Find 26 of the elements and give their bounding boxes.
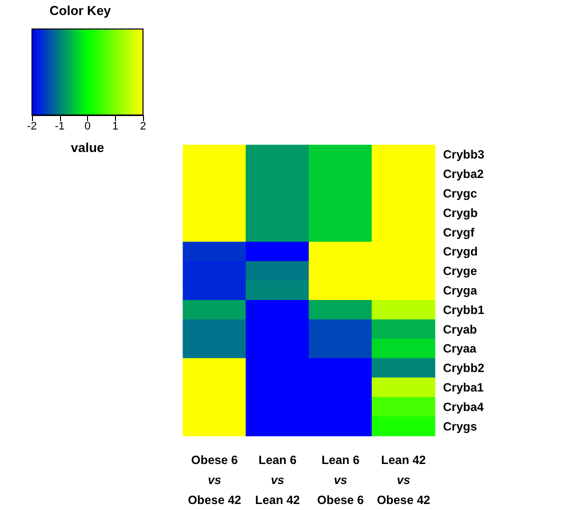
x-tick-label: Lean 42 vs Obese 42 <box>376 453 431 507</box>
color-bar-label: 0 <box>84 120 91 132</box>
y-tick-label: Cryba2 <box>443 167 484 182</box>
x-tick-label: Lean 6 vs Lean 42 <box>255 453 300 507</box>
y-tick-label: Cryaa <box>443 342 477 356</box>
y-tick-label: Crygf <box>443 225 476 240</box>
y-tick-label: Cryab <box>443 322 478 336</box>
color-bar-label: -1 <box>54 120 65 132</box>
y-tick-label: Crybb3 <box>443 148 485 162</box>
y-tick-label: Crygd <box>443 244 478 259</box>
x-tick-label: Lean 6 vs Obese 6 <box>317 453 364 507</box>
y-tick-label: Crybb2 <box>443 361 485 376</box>
x-tick-label: Obese 6 vs Obese 42 <box>188 453 242 507</box>
y-tick-label: Crygb <box>443 206 478 220</box>
y-tick-label: Crygs <box>443 419 478 434</box>
color-bar-label: -2 <box>27 120 37 132</box>
legend-title: Color Key <box>50 3 112 18</box>
y-tick-label: Cryge <box>443 264 478 278</box>
color-bar-label: 2 <box>140 120 146 132</box>
color-bar-title: value <box>70 140 104 155</box>
y-tick-label: Crybb1 <box>443 302 485 317</box>
y-tick-label: Cryba4 <box>443 400 484 414</box>
y-tick-label: Crygc <box>443 186 478 200</box>
y-tick-label: Cryba1 <box>443 380 484 394</box>
color-bar-label: 1 <box>112 120 118 132</box>
y-tick-label: Cryga <box>443 284 478 298</box>
